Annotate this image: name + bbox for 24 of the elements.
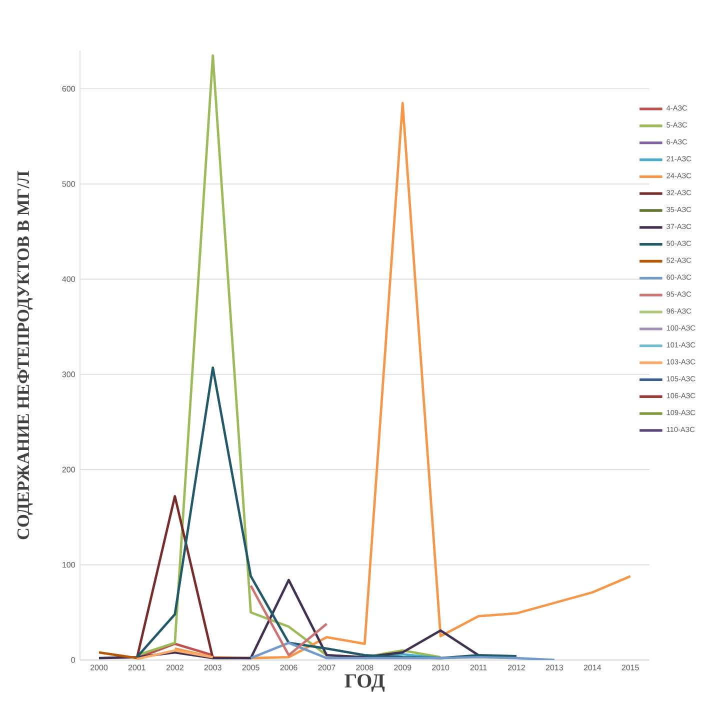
x-tick-label: 2015: [622, 664, 639, 670]
x-tick-label: 2010: [432, 664, 449, 670]
y-tick-label: 400: [62, 276, 75, 282]
y-tick-label: 100: [62, 562, 75, 568]
x-tick-label: 2000: [90, 664, 108, 670]
x-tick-label: 2005: [242, 664, 260, 670]
x-tick-label: 2009: [394, 664, 411, 670]
x-tick-label: 2008: [356, 664, 374, 670]
y-tick-label: 300: [62, 372, 75, 378]
x-tick-label: 2011: [470, 664, 487, 670]
y-tick-label: 0: [70, 657, 75, 663]
x-tick-label: 2012: [508, 664, 525, 670]
x-tick-label: 2014: [584, 664, 601, 670]
x-tick-label: 2001: [128, 664, 146, 670]
x-tick-label: 2013: [546, 664, 563, 670]
y-axis-title: СОДЕРЖАНИЕ НЕФТЕПРОДУКТОВ В МГ/Л: [17, 170, 32, 540]
x-tick-label: 2007: [318, 664, 336, 670]
x-tick-label: 2003: [204, 664, 222, 670]
y-tick-label: 200: [62, 466, 75, 472]
x-tick-label: 2002: [166, 664, 184, 670]
y-tick-label: 500: [62, 181, 75, 187]
x-tick-label: 2006: [280, 664, 298, 670]
y-tick-label: 600: [62, 86, 75, 92]
x-axis-title: ГОД: [344, 674, 385, 692]
